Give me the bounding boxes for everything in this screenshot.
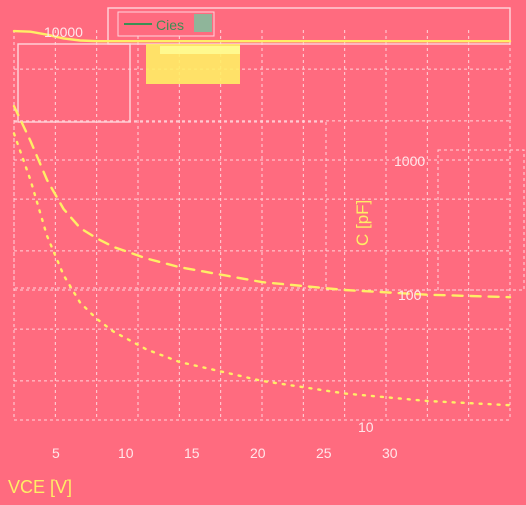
series-line-2 [12,132,512,407]
y-tick-label-10: 10 [358,419,374,435]
x-tick-label-5: 5 [52,445,60,461]
legend-label-cies: Cies [156,17,184,33]
middle-frame [13,121,327,289]
series-layer [12,29,512,407]
y-axis-label: C [pF] [353,200,372,246]
legend-highlight-strip [160,46,240,54]
right-inset-frame [437,149,525,291]
x-tick-label-25: 25 [316,445,332,461]
y-tick-label-1000: 1000 [394,153,425,169]
x-tick-label-20: 20 [250,445,266,461]
legend-swatch [194,14,212,32]
series-line-0 [12,29,512,43]
inset-frame [17,43,131,123]
x-tick-label-30: 30 [382,445,398,461]
y-tick-label-100: 100 [398,287,422,303]
legend-frame [107,7,511,45]
x-tick-label-10: 10 [118,445,134,461]
series-line-1 [12,104,512,299]
grid-lines [13,30,511,421]
x-axis-label: VCE [V] [8,477,72,497]
y-tick-label-10000: 10000 [44,24,83,40]
x-tick-label-15: 15 [184,445,200,461]
